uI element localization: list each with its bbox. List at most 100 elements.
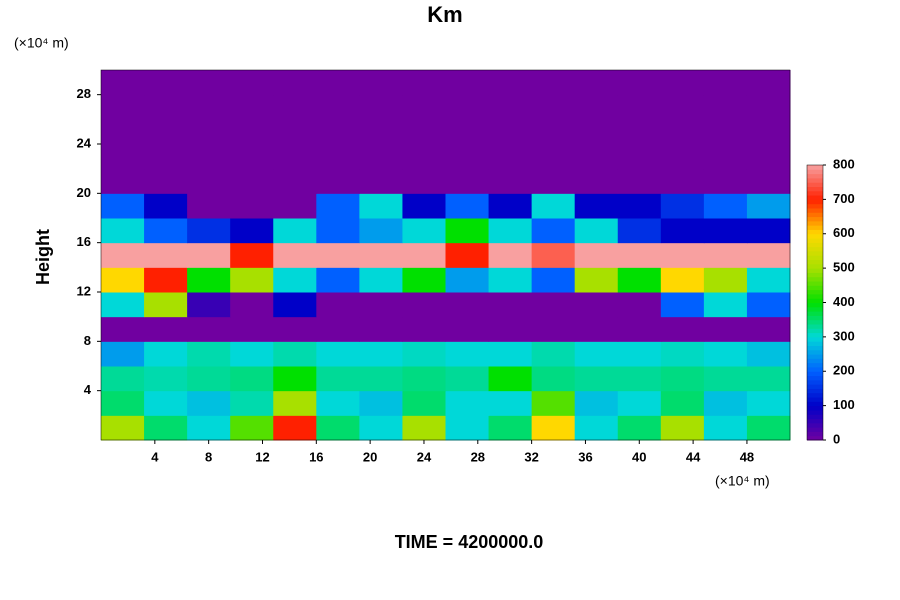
cell (273, 70, 317, 96)
cell (488, 70, 533, 96)
cell (144, 168, 188, 194)
cell (402, 119, 446, 145)
cell (187, 366, 231, 392)
cell (574, 316, 619, 342)
cell (617, 94, 662, 120)
colorbar-band (807, 242, 823, 248)
colorbar-band (807, 306, 823, 312)
cell (187, 70, 231, 96)
colorbar-band (807, 263, 823, 269)
x-tick-label: 24 (417, 449, 432, 464)
colorbar-band (807, 427, 823, 432)
cell (660, 144, 705, 170)
cell (531, 390, 576, 416)
cell (617, 415, 662, 441)
colorbar-band (807, 259, 823, 265)
cell (402, 366, 446, 392)
cell (445, 168, 490, 194)
cell (488, 94, 533, 120)
y-tick-label: 24 (77, 135, 92, 150)
cell (359, 168, 403, 194)
cell (660, 70, 705, 96)
colorbar-band (807, 289, 823, 295)
cell (746, 144, 791, 170)
cell (660, 218, 705, 244)
cell (703, 168, 748, 194)
colorbar-band (807, 203, 823, 209)
cell (531, 267, 576, 293)
cell (574, 193, 619, 219)
cell (660, 168, 705, 194)
cell (359, 193, 403, 219)
cell (101, 242, 145, 268)
cell (574, 168, 619, 194)
colorbar-band (807, 418, 823, 424)
cell (230, 144, 274, 170)
cell (574, 119, 619, 145)
cell (660, 119, 705, 145)
x-tick-label: 8 (205, 449, 212, 464)
cell (316, 366, 360, 392)
cell (273, 390, 317, 416)
cell (445, 316, 490, 342)
y-axis-label: Height (33, 229, 53, 285)
colorbar-band (807, 212, 823, 218)
colorbar-band (807, 349, 823, 355)
cell (187, 242, 231, 268)
cell (746, 366, 791, 392)
cell (230, 193, 274, 219)
colorbar-band (807, 319, 823, 325)
colorbar-band (807, 216, 823, 222)
cell (574, 341, 619, 367)
cell (660, 390, 705, 416)
cell (703, 242, 748, 268)
cell (445, 242, 490, 268)
colorbar-tick-label: 400 (833, 294, 855, 309)
cell (359, 316, 403, 342)
colorbar-band (807, 401, 823, 407)
cell (144, 316, 188, 342)
cell (230, 218, 274, 244)
colorbar-tick-label: 700 (833, 191, 855, 206)
cell (445, 119, 490, 145)
cell (617, 144, 662, 170)
cell (488, 316, 533, 342)
cell (402, 292, 446, 318)
cell (402, 144, 446, 170)
cell (273, 415, 317, 441)
cell (144, 415, 188, 441)
cell (144, 390, 188, 416)
cell (187, 316, 231, 342)
cell (402, 267, 446, 293)
cell (531, 316, 576, 342)
colorbar-band (807, 366, 823, 372)
cell (746, 242, 791, 268)
colorbar-band (807, 341, 823, 346)
chart-title: Km (427, 2, 462, 27)
cell (617, 119, 662, 145)
cell (273, 292, 317, 318)
cell (660, 341, 705, 367)
colorbar-band (807, 362, 823, 368)
cell (488, 193, 533, 219)
cell (316, 119, 360, 145)
colorbar-band (807, 165, 823, 170)
colorbar-band (807, 238, 823, 243)
colorbar-band (807, 302, 823, 308)
cell (746, 292, 791, 318)
cell (703, 70, 748, 96)
cell (531, 366, 576, 392)
cell (187, 193, 231, 219)
cell (316, 415, 360, 441)
cell (703, 292, 748, 318)
x-tick-label: 28 (471, 449, 485, 464)
colorbar-tick-label: 0 (833, 431, 840, 446)
colorbar-band (807, 169, 823, 175)
cell (187, 94, 231, 120)
cell (746, 218, 791, 244)
cell (359, 390, 403, 416)
y-tick-label: 20 (77, 185, 91, 200)
cell (101, 415, 145, 441)
cell (445, 366, 490, 392)
cell (445, 94, 490, 120)
